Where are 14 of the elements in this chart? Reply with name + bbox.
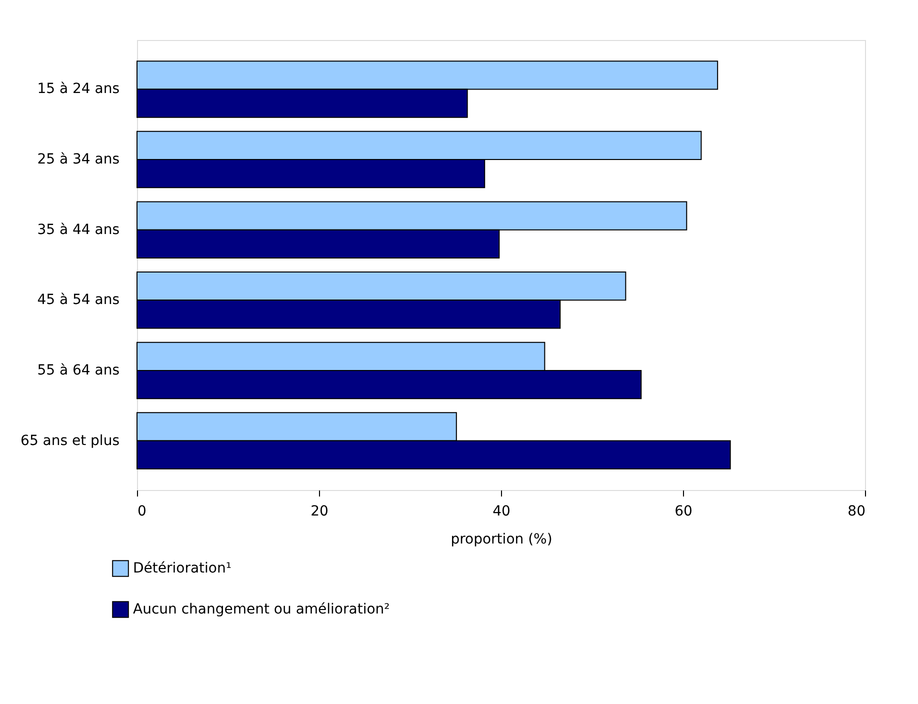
y-tick-label: 45 à 54 ans bbox=[37, 292, 120, 308]
y-tick-label: 15 à 24 ans bbox=[37, 81, 120, 98]
x-tick-label: 20 bbox=[310, 504, 328, 520]
y-tick-label: 35 à 44 ans bbox=[37, 222, 120, 238]
legend-label: Détérioration¹ bbox=[133, 560, 232, 576]
legend-label: Aucun changement ou amélioration² bbox=[133, 602, 390, 618]
y-tick-label: 55 à 64 ans bbox=[37, 362, 120, 378]
x-tick-label: 0 bbox=[138, 504, 146, 520]
x-tick-label: 40 bbox=[492, 504, 510, 520]
x-tick-label: 60 bbox=[674, 504, 692, 520]
y-tick-label: 65 ans et plus bbox=[20, 432, 120, 449]
x-tick-label: 80 bbox=[848, 504, 866, 520]
y-tick-label: 25 à 34 ans bbox=[37, 152, 120, 168]
x-axis-title: proportion (%) bbox=[450, 532, 552, 548]
